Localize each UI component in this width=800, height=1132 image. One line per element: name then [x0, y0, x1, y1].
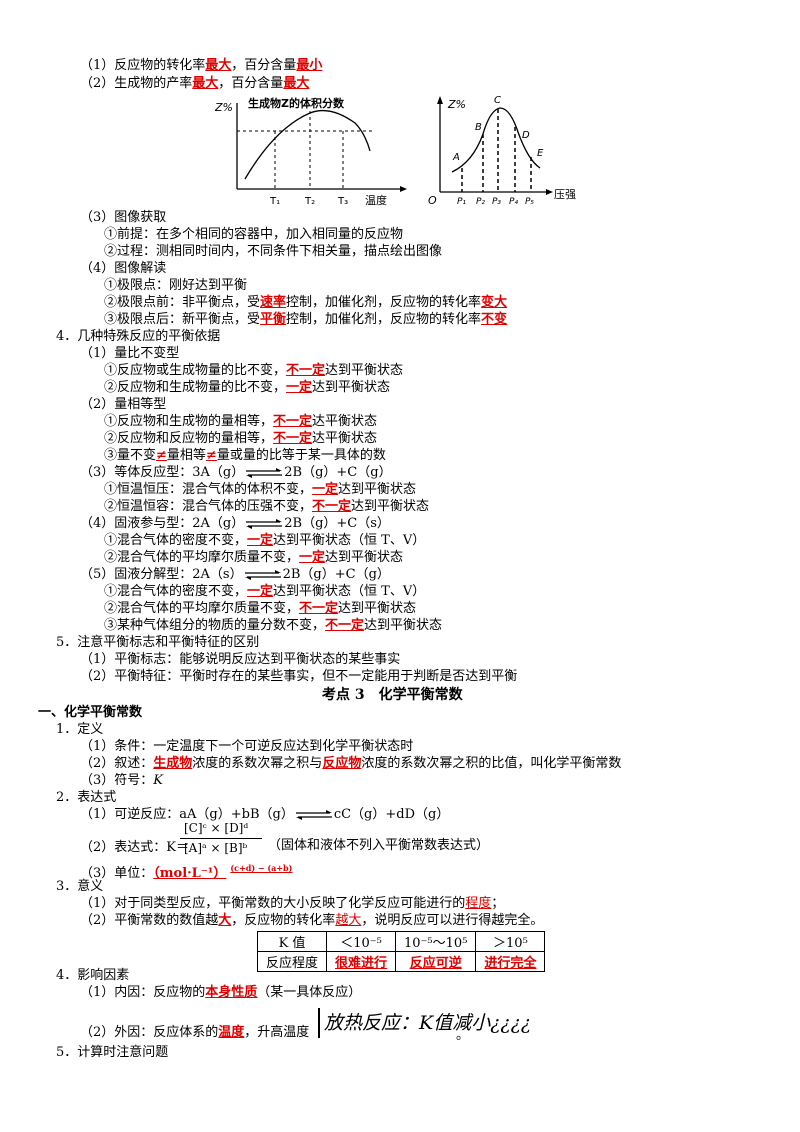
fig2-tick-p2: P₂ — [476, 197, 485, 207]
equilibrium-arrow-icon — [244, 569, 281, 580]
expr-unit: （3）单位：（mol·L⁻¹） (c+d) − (a+b) — [80, 863, 293, 881]
section-title: 考点 3 化学平衡常数 — [322, 687, 463, 703]
temperature-volume-fraction-graph: Z% 生成物Z的体积分数 T₁ T₂ T₃ 温度 — [215, 96, 407, 207]
fig1-tick-t3: T₃ — [337, 196, 348, 207]
s4-limit-point: ①极限点：刚好达到平衡 — [104, 278, 248, 293]
p4-h5a: ①混合气体的密度不变，一定达到平衡状态（恒 T、V） — [104, 584, 426, 599]
def-symbol: （3）符号：K — [80, 773, 163, 788]
factor-internal: （1）内因：反应物的本身性质（某一具体反应） — [80, 985, 362, 1000]
section-subtitle: 一、化学平衡常数 — [38, 705, 143, 720]
table-cell: 很难进行 — [326, 951, 397, 972]
fraction-numerator: [C]ᶜ × [D]ᵈ — [184, 821, 249, 835]
fig1-ylabel: Z% — [215, 101, 233, 114]
table-row: 反应程度 很难进行 反应可逆 进行完全 — [256, 951, 546, 972]
def-statement: （2）叙述：生成物浓度的系数次幂之积与反应物浓度的系数次幂之积的比值，叫化学平衡… — [80, 756, 622, 771]
expr-note: （固体和液体不列入平衡常数表达式） — [268, 838, 490, 853]
table-cell: ＜10⁻⁵ — [326, 931, 397, 952]
fig1-xlabel: 温度 — [365, 193, 387, 207]
factor-heading: 4．影响因素 — [56, 968, 130, 983]
p4-h3b: ②恒温恒容：混合气体的压强不变，不一定达到平衡状态 — [104, 499, 430, 514]
equilibrium-arrow-icon — [246, 467, 283, 478]
p4-h5c: ③某种气体组分的物质的量分数不变，不一定达到平衡状态 — [104, 618, 443, 633]
k-value-table: K 值 ＜10⁻⁵ 10⁻⁵～10⁵ ＞10⁵ 反应程度 很难进行 反应可逆 进… — [256, 931, 546, 972]
fig2-point-b: B — [475, 122, 482, 133]
table-cell: 进行完全 — [475, 951, 546, 972]
p4-h2b: ②反应物和反应物的量相等，不一定达平衡状态 — [104, 431, 378, 446]
p4-h1: （1）量比不变型 — [80, 346, 180, 361]
p5-heading: 5．注意平衡标志和平衡特征的区别 — [56, 635, 260, 650]
p4-h4a: ①混合气体的密度不变，一定达到平衡状态（恒 T、V） — [104, 533, 426, 548]
p4-h2c: ③量不变≠量相等≠量或量的比等于某一具体的数 — [104, 448, 386, 463]
fig2-tick-p4: P₄ — [509, 197, 518, 207]
table-cell: ＞10⁵ — [475, 931, 546, 952]
meaning-heading: 3．意义 — [56, 879, 104, 894]
handwritten-note: 放热反应：K值减小¿¿¿¿ — [318, 1008, 531, 1038]
p4-h1a: ①反应物或生成物量的比不变，不一定达到平衡状态 — [104, 363, 404, 378]
p4-h5b: ②混合气体的平均摩尔质量不变，不一定达到平衡状态 — [104, 601, 417, 616]
equilibrium-arrow-icon — [295, 809, 332, 820]
fig2-ylabel: Z% — [447, 98, 466, 111]
factor-external-end: 。 — [456, 1028, 470, 1043]
s3-process: ②过程：测相同时间内，不同条件下相关量，描点绘出图像 — [104, 244, 443, 259]
table-cell: 反应程度 — [256, 951, 328, 972]
p4-h5: （5）固液分解型：2A（s） 2B（g）+C（g） — [80, 567, 390, 582]
s4-after-limit: ③极限点后：新平衡点，受平衡控制，加催化剂，反应物的转化率不变 — [104, 312, 508, 327]
p5-sign: （1）平衡标志：能够说明反应达到平衡状态的某些事实 — [80, 652, 401, 667]
meaning-1: （1）对于同类型反应，平衡常数的大小反映了化学反应可能进行的程度； — [80, 896, 505, 911]
table-cell: 10⁻⁵～10⁵ — [395, 931, 477, 952]
def-heading: 1．定义 — [56, 722, 104, 737]
fig2-origin: O — [428, 194, 437, 207]
s4-before-limit: ②极限点前：非平衡点，受速率控制，加催化剂，反应物的转化率变大 — [104, 295, 508, 310]
p4-h2a: ①反应物和生成物的量相等，不一定达平衡状态 — [104, 414, 378, 429]
s3-premise: ①前提：在多个相同的容器中，加入相同量的反应物 — [104, 227, 404, 242]
factor-external: （2）外因：反应体系的温度，升高温度 — [80, 1025, 310, 1040]
fig1-tick-t2: T₂ — [304, 196, 315, 207]
calc-heading: 5．计算时注意问题 — [56, 1045, 169, 1060]
s3-heading: （3）图像获取 — [80, 210, 167, 225]
line-conversion-max: （1）反应物的转化率最大，百分含量最小 — [80, 58, 323, 73]
fraction-bar — [180, 838, 262, 839]
p4-heading: 4．几种特殊反应的平衡依据 — [56, 329, 221, 344]
p4-h3a: ①恒温恒压：混合气体的体积不变，一定达到平衡状态 — [104, 482, 417, 497]
fig2-point-d: D — [522, 130, 530, 141]
fig2-point-e: E — [537, 148, 544, 159]
def-condition: （1）条件：一定温度下一个可逆反应达到化学平衡状态时 — [80, 739, 414, 754]
fig2-tick-p5: P₅ — [525, 197, 534, 207]
table-cell: 反应可逆 — [395, 951, 477, 972]
fig1-title: 生成物Z的体积分数 — [248, 96, 345, 110]
p5-feature: （2）平衡特征：平衡时存在的某些事实，但不一定能用于判断是否达到平衡 — [80, 669, 518, 684]
meaning-2: （2）平衡常数的数值越大，反应物的转化率越大，说明反应可以进行得越完全。 — [80, 913, 544, 928]
p4-h1b: ②反应物和生成物量的比不变，一定达到平衡状态 — [104, 380, 391, 395]
fig2-point-a: A — [452, 152, 460, 163]
s4-heading: （4）图像解读 — [80, 261, 167, 276]
p4-h2: （2）量相等型 — [80, 397, 167, 412]
expr-reaction: （1）可逆反应：aA（g）+bB（g） cC（g）+dD（g） — [80, 807, 450, 822]
expr-formula-label: （2）表达式：K＝ — [80, 840, 189, 855]
table-row: K 值 ＜10⁻⁵ 10⁻⁵～10⁵ ＞10⁵ — [256, 931, 546, 952]
pressure-volume-fraction-graph: Z% O A B C D E P₁ P₂ P₃ P₄ P₅ 压强 — [428, 95, 576, 207]
fig1-tick-t1: T₁ — [269, 196, 280, 207]
expr-heading: 2．表达式 — [56, 790, 117, 805]
equilibrium-arrow-icon — [246, 518, 283, 529]
fig2-point-c: C — [494, 95, 501, 106]
p4-h3: （3）等体反应型：3A（g） 2B（g）+C（g） — [80, 465, 392, 480]
line-yield-max: （2）生成物的产率最大，百分含量最大 — [80, 76, 310, 91]
fig2-tick-p1: P₁ — [457, 197, 466, 207]
p4-h4: （4）固液参与型：2A（g） 2B（g）+C（s） — [80, 516, 390, 531]
fig2-tick-p3: P₃ — [492, 197, 501, 207]
fraction-denominator: [A]ᵃ × [B]ᵇ — [184, 841, 248, 855]
fig2-xlabel: 压强 — [554, 188, 576, 201]
table-cell: K 值 — [256, 931, 328, 952]
p4-h4b: ②混合气体的平均摩尔质量不变，一定达到平衡状态 — [104, 550, 404, 565]
